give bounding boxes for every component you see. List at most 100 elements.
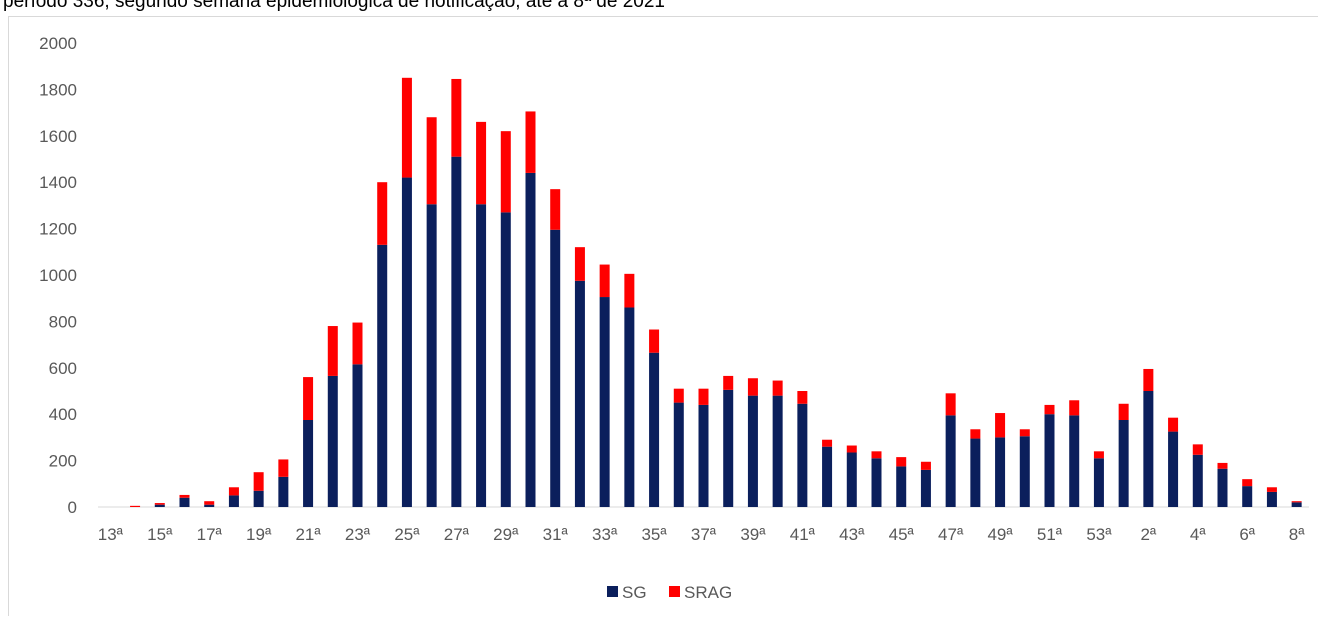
bar-srag xyxy=(649,329,660,353)
bar-sg xyxy=(550,229,561,507)
bar-srag xyxy=(204,501,215,505)
bar-sg xyxy=(945,415,956,507)
bar-srag xyxy=(574,247,585,281)
bar-srag xyxy=(500,131,511,213)
bar-srag xyxy=(1242,479,1253,487)
bar-sg xyxy=(772,395,783,507)
bar-srag xyxy=(1168,417,1179,432)
caption-text: período 336, segundo semana epidemiológi… xyxy=(3,0,665,12)
bar-sg xyxy=(401,177,412,507)
figure-caption: período 336, segundo semana epidemiológi… xyxy=(0,0,1319,16)
bar-sg xyxy=(352,364,363,507)
bar-srag xyxy=(451,78,462,157)
bar-srag xyxy=(377,182,388,245)
x-tick-label: 35ª xyxy=(641,525,667,544)
x-tick-label: 15ª xyxy=(147,525,173,544)
bar-srag xyxy=(327,326,338,376)
x-tick-label: 8ª xyxy=(1289,525,1305,544)
bar-sg xyxy=(228,495,239,507)
x-tick-label: 47ª xyxy=(938,525,964,544)
bar-srag xyxy=(1291,501,1302,503)
bar-srag xyxy=(970,429,981,439)
bar-sg xyxy=(698,404,709,507)
bar-srag xyxy=(228,487,239,496)
bar-srag xyxy=(673,388,684,403)
bar-sg xyxy=(1192,454,1203,507)
x-tick-label: 53ª xyxy=(1086,525,1112,544)
y-axis: 0 200 400 600 800 1000 1200 1400 1600 1800 2000 xyxy=(39,34,77,517)
bar-sg xyxy=(1242,486,1253,507)
chart-area: 0 200 400 600 800 1000 1200 1400 1600 1800 2000 13… xyxy=(8,16,1318,616)
bar-srag xyxy=(1069,400,1080,416)
bar-srag xyxy=(772,380,783,396)
x-tick-label: 29ª xyxy=(493,525,519,544)
y-tick-label: 0 xyxy=(68,498,77,517)
bar-sg xyxy=(1291,502,1302,507)
bar-sg xyxy=(1266,491,1277,507)
legend: SG SRAG xyxy=(607,583,732,602)
legend-swatch-srag xyxy=(669,586,680,597)
bar-sg xyxy=(500,212,511,508)
x-tick-label: 37ª xyxy=(691,525,717,544)
y-tick-label: 1200 xyxy=(39,220,77,239)
bar-sg xyxy=(970,438,981,507)
y-tick-label: 200 xyxy=(49,452,77,471)
y-tick-label: 1800 xyxy=(39,80,77,99)
bar-srag xyxy=(896,457,907,467)
x-axis: 13ª 15ª 17ª 19ª 21ª 23ª 25ª 27ª 29ª 31ª 33ª 35ª 37ª 3… xyxy=(98,525,1305,544)
bar-sg xyxy=(1019,436,1030,507)
bar-srag xyxy=(797,391,808,404)
bar-sg xyxy=(1093,458,1104,507)
y-tick-label: 2000 xyxy=(39,34,77,53)
bar-sg xyxy=(1044,414,1055,507)
bar-srag xyxy=(525,111,536,173)
x-tick-label: 2ª xyxy=(1140,525,1156,544)
x-tick-label: 6ª xyxy=(1239,525,1255,544)
bar-sg xyxy=(846,452,857,507)
bar-srag xyxy=(995,413,1006,438)
bar-srag xyxy=(747,378,758,396)
x-tick-label: 31ª xyxy=(543,525,569,544)
bar-srag xyxy=(1044,404,1055,415)
x-tick-label: 41ª xyxy=(790,525,816,544)
bar-sg xyxy=(1143,391,1154,507)
bar-srag xyxy=(624,273,635,308)
bar-srag xyxy=(1266,487,1277,492)
bar-sg xyxy=(896,466,907,507)
x-tick-label: 49ª xyxy=(987,525,1013,544)
bar-sg xyxy=(327,375,338,507)
bar-srag xyxy=(1192,444,1203,455)
bar-srag xyxy=(550,189,561,230)
y-tick-label: 800 xyxy=(49,312,77,331)
bar-sg xyxy=(723,389,734,507)
bar-sg xyxy=(624,307,635,507)
legend-label-sg: SG xyxy=(622,583,647,602)
bar-srag xyxy=(945,393,956,416)
x-tick-label: 43ª xyxy=(839,525,865,544)
bar-sg xyxy=(253,490,264,507)
x-tick-label: 17ª xyxy=(197,525,223,544)
bar-srag xyxy=(179,494,190,498)
x-tick-label: 45ª xyxy=(889,525,915,544)
bar-sg xyxy=(797,403,808,507)
bar-sg xyxy=(822,446,833,507)
bar-sg xyxy=(179,497,190,507)
x-tick-label: 33ª xyxy=(592,525,618,544)
x-tick-label: 23ª xyxy=(345,525,371,544)
bar-srag xyxy=(1118,403,1129,420)
bar-srag xyxy=(476,121,487,205)
bar-sg xyxy=(871,458,882,507)
bar-srag xyxy=(253,472,264,491)
bar-srag xyxy=(1217,462,1228,469)
stacked-bar-chart: 0 200 400 600 800 1000 1200 1400 1600 1800 2000 13… xyxy=(39,34,1309,602)
bar-srag xyxy=(130,505,141,507)
bar-sg xyxy=(574,280,585,507)
x-tick-label: 19ª xyxy=(246,525,272,544)
bar-sg xyxy=(1118,420,1129,507)
bar-sg xyxy=(154,504,165,507)
bar-srag xyxy=(822,439,833,447)
bar-sg xyxy=(426,204,437,508)
bar-srag xyxy=(846,445,857,453)
bar-sg xyxy=(1069,415,1080,507)
y-tick-label: 1000 xyxy=(39,266,77,285)
